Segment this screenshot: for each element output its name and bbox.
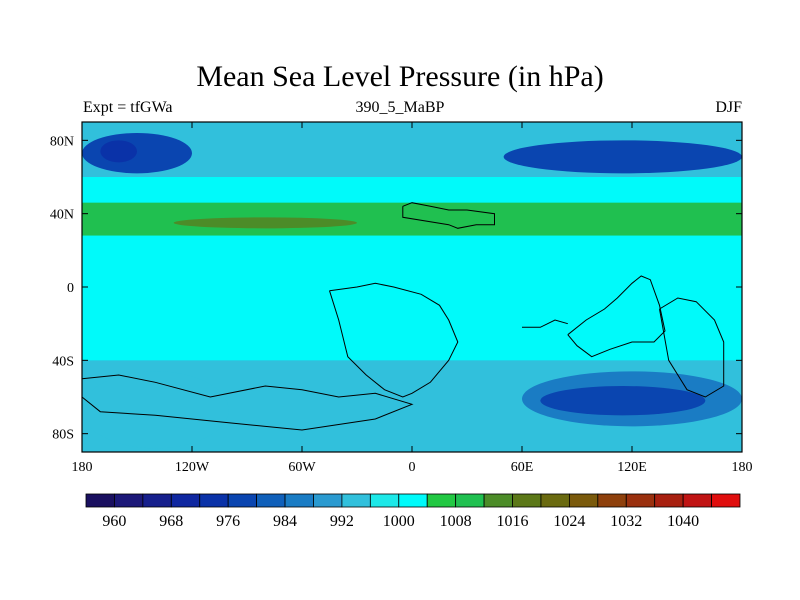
colorbar: 960 968 976 984 992 1000 1008 1016 1024 1032 1040 xyxy=(85,493,741,530)
pressure-band xyxy=(82,177,742,203)
colorbar-box xyxy=(540,493,570,508)
colorbar-box xyxy=(114,493,144,508)
colorbar-box xyxy=(625,493,656,508)
x-tick-label: 180 xyxy=(732,460,753,475)
colorbar-box xyxy=(142,493,172,508)
chart-title: Mean Sea Level Pressure (in hPa) xyxy=(196,60,604,93)
colorbar-label: 1040 xyxy=(667,513,699,530)
colorbar-box xyxy=(455,493,485,508)
colorbar-box xyxy=(426,493,457,508)
y-tick-label: 0 xyxy=(67,281,74,296)
colorbar-box xyxy=(313,493,343,508)
x-tick-label: 0 xyxy=(409,460,416,475)
colorbar-box xyxy=(341,493,371,508)
y-tick-label: 80S xyxy=(52,428,74,443)
x-tick-label: 60E xyxy=(511,460,534,475)
colorbar-label: 1008 xyxy=(440,513,472,530)
colorbar-box xyxy=(284,493,314,508)
x-tick-label: 120W xyxy=(175,460,210,475)
coastline xyxy=(567,275,666,358)
colorbar-label: 984 xyxy=(273,513,297,530)
y-tick-label: 40S xyxy=(52,354,74,369)
coastline xyxy=(402,202,495,229)
y-tick-label: 40N xyxy=(50,208,74,223)
colorbar-box xyxy=(654,493,684,508)
x-tick-label: 60W xyxy=(288,460,316,475)
colorbar-box xyxy=(227,493,258,508)
colorbar-box xyxy=(369,493,400,508)
colorbar-box xyxy=(597,493,627,508)
pressure-region xyxy=(503,140,742,174)
colorbar-label: 960 xyxy=(102,513,126,530)
pressure-band xyxy=(82,235,742,361)
colorbar-box xyxy=(199,493,229,508)
colorbar-box xyxy=(398,493,428,508)
pressure-region xyxy=(82,133,192,174)
pressure-region xyxy=(540,386,706,416)
axis-layer: 180 120W 60W 0 60E 120E 180 80N 40N 0 40S 80S xyxy=(50,121,753,475)
colorbar-label: 1032 xyxy=(610,513,642,530)
colorbar-label: 1000 xyxy=(383,513,415,530)
coastline xyxy=(81,374,414,431)
colorbar-box xyxy=(256,493,286,508)
y-tick-label: 80N xyxy=(50,134,74,149)
map-layer xyxy=(81,122,742,452)
experiment-label: Expt = tfGWa xyxy=(83,99,173,116)
x-tick-label: 180 xyxy=(72,460,93,475)
colorbar-box xyxy=(483,493,513,508)
colorbar-box xyxy=(85,493,115,508)
x-tick-label: 120E xyxy=(617,460,647,475)
coastline xyxy=(522,319,568,328)
colorbar-box xyxy=(568,493,599,508)
colorbar-box xyxy=(682,493,712,508)
colorbar-box xyxy=(512,493,542,508)
colorbar-label: 976 xyxy=(216,513,240,530)
coastline xyxy=(329,282,459,398)
season-label: DJF xyxy=(715,99,742,116)
colorbar-box xyxy=(170,493,201,508)
pressure-region xyxy=(81,371,229,449)
period-label: 390_5_MaBP xyxy=(355,99,445,116)
pressure-region xyxy=(100,140,137,163)
colorbar-label: 1024 xyxy=(553,513,585,530)
colorbar-label: 992 xyxy=(330,513,354,530)
coastline xyxy=(659,297,725,398)
pressure-region xyxy=(173,217,357,229)
colorbar-box xyxy=(711,493,741,508)
colorbar-label: 968 xyxy=(159,513,183,530)
colorbar-label: 1016 xyxy=(497,513,529,530)
